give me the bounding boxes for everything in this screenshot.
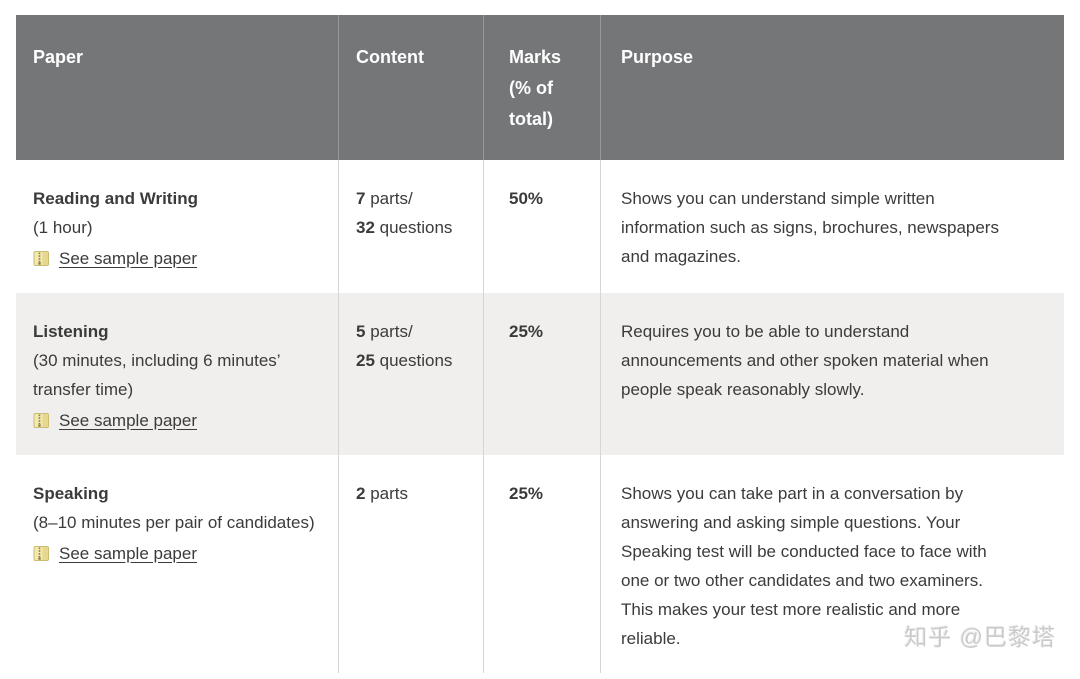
see-sample-paper-link[interactable]: See sample paper	[59, 411, 197, 430]
table-row-reading-writing: Reading and Writing (1 hour) See sample …	[16, 160, 1064, 293]
content-cell: 7 parts/ 32 questions	[338, 160, 483, 293]
parts-count: 5	[356, 322, 366, 341]
content-line: 25 questions	[356, 346, 471, 375]
zip-file-icon	[33, 546, 49, 561]
paper-title: Speaking	[33, 484, 109, 503]
table-row-speaking: Speaking (8–10 minutes per pair of candi…	[16, 455, 1064, 673]
parts-label: parts	[365, 484, 408, 503]
paper-cell: Reading and Writing (1 hour) See sample …	[16, 160, 338, 293]
paper-title: Reading and Writing	[33, 189, 198, 208]
content-line: 7 parts/	[356, 184, 471, 213]
zip-file-icon	[33, 251, 49, 266]
purpose-cell: Shows you can take part in a conversatio…	[600, 455, 1064, 673]
purpose-cell: Requires you to be able to understand an…	[600, 293, 1064, 455]
table-row-listening: Listening (30 minutes, including 6 minut…	[16, 293, 1064, 455]
header-paper: Paper	[33, 47, 84, 67]
paper-cell: Speaking (8–10 minutes per pair of candi…	[16, 455, 338, 673]
marks-cell: 25%	[483, 293, 600, 455]
paper-duration: (1 hour)	[33, 218, 93, 237]
header-marks: Marks (% of total)	[483, 15, 600, 160]
content-line: 32 questions	[356, 213, 471, 242]
see-sample-paper-link[interactable]: See sample paper	[59, 249, 197, 268]
zhihu-watermark: 知乎 @巴黎塔	[904, 624, 1056, 650]
sample-paper-line: See sample paper	[33, 406, 326, 435]
sample-paper-line: See sample paper	[33, 244, 326, 273]
header-content: Content	[338, 15, 483, 160]
parts-label: parts/	[365, 189, 413, 208]
marks-cell: 25%	[483, 455, 600, 673]
see-sample-paper-link[interactable]: See sample paper	[59, 544, 197, 563]
marks-cell: 50%	[483, 160, 600, 293]
parts-count: 2	[356, 484, 366, 503]
table-header-row: Paper Content Marks (% of total) Purpose	[16, 15, 1064, 160]
questions-label: questions	[374, 351, 453, 370]
parts-count: 7	[356, 189, 366, 208]
parts-label: parts/	[365, 322, 413, 341]
questions-label: questions	[374, 218, 453, 237]
purpose-cell: Shows you can understand simple written …	[600, 160, 1064, 293]
questions-count: 32	[356, 218, 375, 237]
questions-count: 25	[356, 351, 375, 370]
exam-format-table: Paper Content Marks (% of total) Purpose…	[16, 15, 1064, 673]
paper-duration: (30 minutes, including 6 minutes’ transf…	[33, 351, 280, 399]
header-purpose: Purpose	[600, 15, 1064, 160]
paper-cell: Listening (30 minutes, including 6 minut…	[16, 293, 338, 455]
paper-duration: (8–10 minutes per pair of candidates)	[33, 513, 315, 532]
content-line: 2 parts	[356, 479, 471, 508]
paper-title: Listening	[33, 322, 109, 341]
content-line: 5 parts/	[356, 317, 471, 346]
sample-paper-line: See sample paper	[33, 539, 326, 568]
zip-file-icon	[33, 413, 49, 428]
content-cell: 5 parts/ 25 questions	[338, 293, 483, 455]
content-cell: 2 parts	[338, 455, 483, 673]
